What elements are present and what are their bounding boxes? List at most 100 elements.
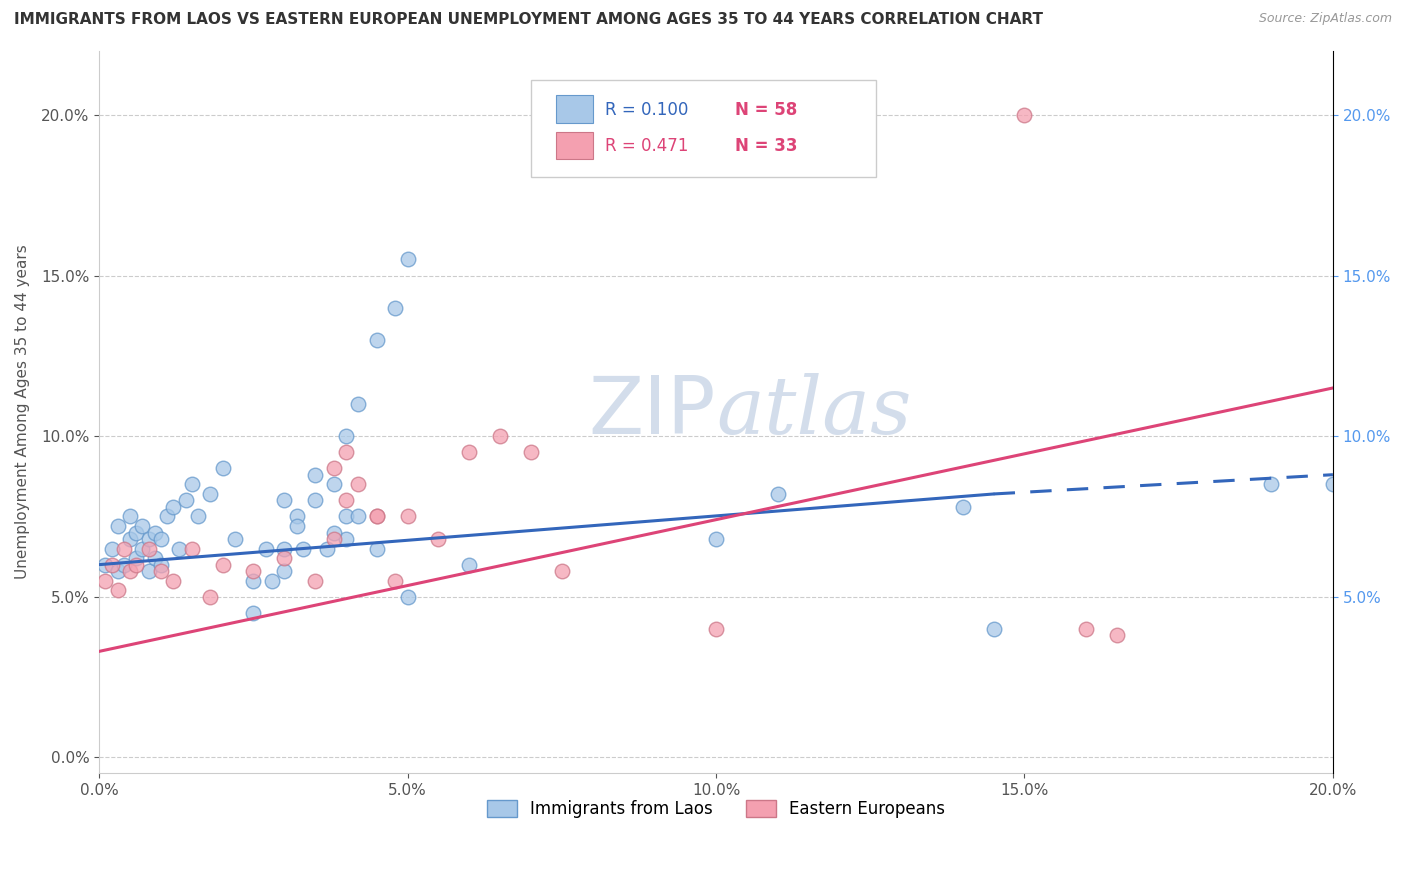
Point (322, 477, 344, 491)
Point (273, 541, 295, 556)
Point (94, 558, 117, 572)
Point (551, 564, 574, 578)
Point (156, 509, 179, 524)
Point (112, 558, 135, 572)
Point (118, 564, 141, 578)
Point (242, 564, 264, 578)
Text: N = 33: N = 33 (734, 137, 797, 155)
Point (125, 558, 148, 572)
FancyBboxPatch shape (555, 132, 593, 159)
Point (174, 493, 197, 508)
Text: atlas: atlas (716, 374, 911, 450)
Point (335, 429, 357, 443)
Point (169, 541, 191, 556)
Point (187, 509, 209, 524)
Point (347, 397, 370, 411)
Text: R = 0.471: R = 0.471 (605, 137, 689, 155)
Point (149, 558, 172, 572)
Point (952, 500, 974, 514)
Point (200, 487, 222, 501)
Point (316, 541, 339, 556)
Point (366, 333, 388, 347)
Point (335, 532, 357, 546)
Point (983, 622, 1005, 636)
Point (335, 509, 357, 524)
Point (347, 477, 370, 491)
Point (162, 500, 184, 514)
Point (107, 519, 129, 533)
Point (384, 301, 406, 315)
Point (427, 532, 450, 546)
Point (273, 551, 295, 566)
Point (335, 493, 357, 508)
Point (143, 525, 166, 540)
Point (322, 461, 344, 475)
Point (520, 445, 543, 459)
Point (304, 574, 326, 588)
Text: R = 0.100: R = 0.100 (605, 101, 689, 119)
FancyBboxPatch shape (531, 79, 876, 178)
Point (396, 509, 419, 524)
Point (100, 541, 122, 556)
Point (273, 493, 295, 508)
FancyBboxPatch shape (555, 95, 593, 123)
Point (1105, 628, 1128, 642)
Point (242, 606, 264, 620)
Text: IMMIGRANTS FROM LAOS VS EASTERN EUROPEAN UNEMPLOYMENT AMONG AGES 35 TO 44 YEARS : IMMIGRANTS FROM LAOS VS EASTERN EUROPEAN… (14, 12, 1043, 27)
Point (112, 541, 135, 556)
Point (131, 519, 153, 533)
Point (254, 541, 277, 556)
Point (704, 532, 727, 546)
Point (704, 622, 727, 636)
Point (458, 558, 481, 572)
Point (138, 541, 160, 556)
Point (273, 564, 295, 578)
Point (211, 461, 233, 475)
Point (322, 525, 344, 540)
Point (260, 574, 283, 588)
Point (335, 445, 357, 459)
Point (200, 590, 222, 604)
Point (211, 558, 233, 572)
Legend: Immigrants from Laos, Eastern Europeans: Immigrants from Laos, Eastern Europeans (478, 792, 953, 827)
Point (396, 590, 419, 604)
Point (1076, 622, 1098, 636)
Point (149, 564, 172, 578)
Point (224, 532, 246, 546)
Point (94, 574, 117, 588)
Point (131, 541, 153, 556)
Point (143, 551, 166, 566)
Point (285, 519, 308, 533)
Point (107, 564, 129, 578)
Point (125, 551, 148, 566)
Point (149, 532, 172, 546)
Text: Source: ZipAtlas.com: Source: ZipAtlas.com (1258, 12, 1392, 25)
Point (766, 487, 789, 501)
Point (291, 541, 314, 556)
Point (458, 445, 481, 459)
Point (1260, 477, 1282, 491)
Point (162, 574, 184, 588)
Point (347, 509, 370, 524)
Point (366, 541, 388, 556)
Point (100, 558, 122, 572)
Point (366, 509, 388, 524)
Point (180, 541, 202, 556)
Text: N = 58: N = 58 (734, 101, 797, 119)
Point (180, 477, 202, 491)
Point (138, 532, 160, 546)
Point (396, 252, 419, 267)
Point (1014, 108, 1036, 122)
Point (304, 493, 326, 508)
Point (384, 574, 406, 588)
Point (304, 467, 326, 482)
Point (242, 574, 264, 588)
Point (366, 509, 388, 524)
Point (118, 532, 141, 546)
Point (125, 525, 148, 540)
Point (138, 564, 160, 578)
Text: ZIP: ZIP (589, 373, 716, 451)
Point (322, 532, 344, 546)
Point (107, 583, 129, 598)
Point (489, 429, 512, 443)
